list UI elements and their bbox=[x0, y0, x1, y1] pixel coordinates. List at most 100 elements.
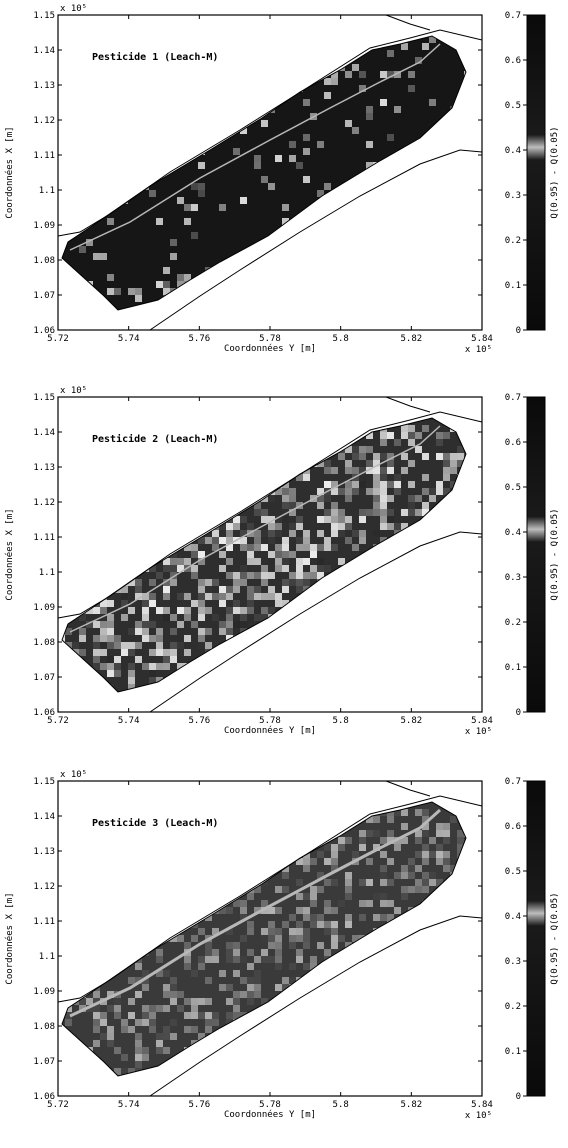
heatmap-cell bbox=[156, 684, 163, 691]
x-tick-label: 5.74 bbox=[118, 716, 140, 726]
heatmap-cell bbox=[261, 176, 268, 183]
heatmap-cell bbox=[163, 684, 170, 691]
heatmap-cell bbox=[317, 502, 324, 509]
heatmap-cell bbox=[471, 816, 478, 823]
heatmap-cell bbox=[233, 663, 240, 670]
heatmap-cell bbox=[464, 516, 466, 523]
heatmap-cell bbox=[156, 781, 163, 788]
heatmap-cell bbox=[107, 872, 114, 879]
chart-panel-1: 5.72 5.74 5.76 5.78 5.8 5.82 5.84 1.06 1.07 1.08 1… bbox=[0, 0, 568, 372]
heatmap-cell bbox=[324, 544, 331, 551]
heatmap-cell bbox=[226, 677, 233, 684]
heatmap-cell bbox=[408, 558, 415, 565]
heatmap-cell bbox=[86, 467, 93, 474]
heatmap-cell bbox=[62, 225, 65, 232]
heatmap-cell bbox=[464, 1026, 466, 1033]
heatmap-cell bbox=[331, 635, 338, 642]
heatmap-cell bbox=[233, 642, 240, 649]
heatmap-cell bbox=[135, 404, 142, 411]
heatmap-cell bbox=[170, 1068, 177, 1075]
heatmap-cell bbox=[247, 1075, 254, 1076]
heatmap-cell bbox=[289, 621, 296, 628]
heatmap-cell bbox=[79, 649, 86, 656]
heatmap-cell bbox=[149, 844, 156, 851]
heatmap-cell bbox=[62, 593, 65, 600]
heatmap-cell bbox=[107, 949, 114, 956]
heatmap-cell bbox=[198, 998, 205, 1005]
heatmap-cell bbox=[240, 795, 247, 802]
heatmap-cell bbox=[156, 148, 163, 155]
heatmap-cell bbox=[247, 15, 254, 22]
heatmap-cell bbox=[184, 956, 191, 963]
heatmap-cell bbox=[275, 488, 282, 495]
heatmap-cell bbox=[380, 691, 387, 692]
heatmap-cell bbox=[79, 851, 86, 858]
heatmap-cell bbox=[65, 1089, 72, 1096]
heatmap-cell bbox=[93, 928, 100, 935]
heatmap-cell bbox=[205, 1068, 212, 1075]
heatmap-cell bbox=[345, 837, 352, 844]
heatmap-cell bbox=[380, 900, 387, 907]
heatmap-cell bbox=[303, 411, 310, 418]
heatmap-cell bbox=[331, 572, 338, 579]
heatmap-cell bbox=[198, 830, 205, 837]
heatmap-cell bbox=[373, 1012, 380, 1019]
heatmap-cell bbox=[366, 642, 373, 649]
heatmap-cell bbox=[324, 844, 331, 851]
heatmap-cell bbox=[149, 600, 156, 607]
x-tick-label: 5.78 bbox=[259, 1100, 281, 1110]
heatmap-cell bbox=[310, 425, 317, 432]
heatmap-cell bbox=[289, 942, 296, 949]
heatmap-cell bbox=[121, 425, 128, 432]
heatmap-cell bbox=[317, 1012, 324, 1019]
heatmap-cell bbox=[338, 837, 345, 844]
heatmap-cell bbox=[170, 71, 177, 78]
heatmap-cell bbox=[163, 970, 170, 977]
heatmap-cell bbox=[275, 788, 282, 795]
heatmap-cell bbox=[240, 844, 247, 851]
heatmap-cell bbox=[254, 907, 261, 914]
heatmap-cell bbox=[429, 558, 436, 565]
heatmap-cell bbox=[198, 684, 205, 691]
heatmap-cell bbox=[380, 788, 387, 795]
heatmap-cell bbox=[79, 781, 86, 788]
heatmap-cell bbox=[107, 698, 114, 705]
heatmap-cell bbox=[282, 614, 289, 621]
heatmap-cell bbox=[345, 1082, 352, 1089]
heatmap-cell bbox=[65, 837, 72, 844]
heatmap-cell bbox=[310, 830, 317, 837]
heatmap-cell bbox=[233, 830, 240, 837]
heatmap-cell bbox=[387, 495, 394, 502]
heatmap-cell bbox=[338, 488, 345, 495]
x-tick-label: 5.82 bbox=[400, 1100, 422, 1110]
colorbar-tick-label: 0.1 bbox=[505, 663, 521, 673]
heatmap-cell bbox=[212, 593, 219, 600]
heatmap-cell bbox=[457, 991, 464, 998]
heatmap-cell bbox=[289, 155, 296, 162]
heatmap-cell bbox=[394, 684, 401, 691]
heatmap-cell bbox=[254, 872, 261, 879]
heatmap-cell bbox=[86, 481, 93, 488]
heatmap-cell bbox=[338, 691, 345, 692]
heatmap-cell bbox=[296, 949, 303, 956]
heatmap-cell bbox=[149, 544, 156, 551]
heatmap-cell bbox=[212, 893, 219, 900]
heatmap-cell bbox=[380, 684, 387, 691]
heatmap-cell bbox=[289, 460, 296, 467]
heatmap-cell bbox=[268, 460, 275, 467]
heatmap-cell bbox=[317, 572, 324, 579]
heatmap-cell bbox=[121, 530, 128, 537]
heatmap-cell bbox=[282, 649, 289, 656]
heatmap-cell bbox=[191, 15, 198, 22]
heatmap-cell bbox=[240, 607, 247, 614]
heatmap-cell bbox=[275, 397, 282, 404]
heatmap-cell bbox=[65, 879, 72, 886]
heatmap-cell bbox=[436, 239, 443, 246]
heatmap-cell bbox=[142, 446, 149, 453]
heatmap-cell bbox=[128, 649, 135, 656]
heatmap-cell bbox=[303, 942, 310, 949]
heatmap-cell bbox=[163, 1075, 170, 1076]
heatmap-cell bbox=[142, 425, 149, 432]
heatmap-cell bbox=[373, 614, 380, 621]
heatmap-cell bbox=[93, 1026, 100, 1033]
